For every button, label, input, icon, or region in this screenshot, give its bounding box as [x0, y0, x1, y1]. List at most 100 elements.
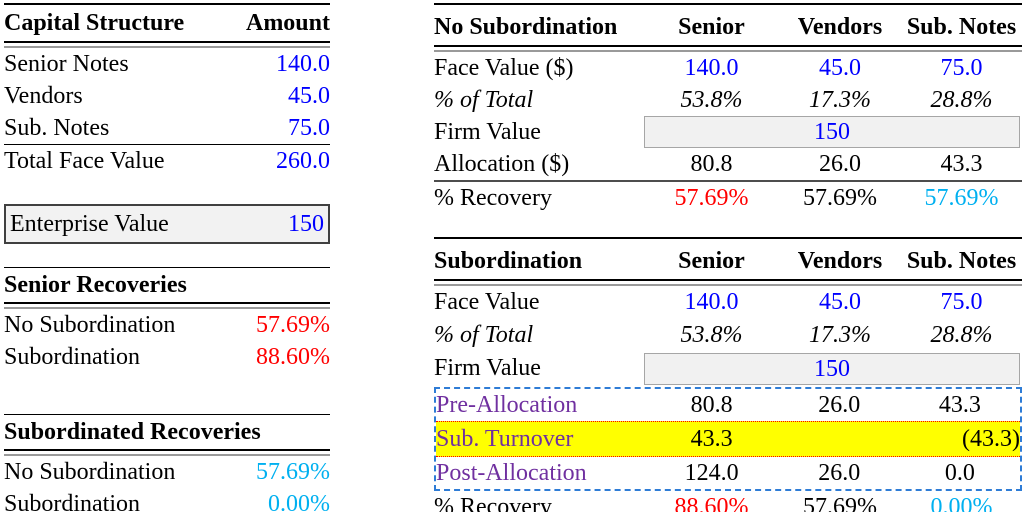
pct-total-sub-notes-cell: 28.8%	[930, 86, 993, 113]
double-rule	[4, 41, 330, 48]
row-label: Sub. Turnover	[436, 425, 574, 452]
table-title: Subordination	[434, 248, 583, 274]
pre-allocation-senior-cell: 80.8	[690, 391, 733, 418]
no-subordination-header-row: No Subordination Senior Vendors Sub. Not…	[434, 5, 1022, 45]
senior-recovery-sub-cell: 88.60%	[256, 343, 330, 370]
top-rule	[4, 3, 330, 5]
table-row-no-subordination: No Subordination 57.69%	[4, 309, 330, 341]
column-header-vendors: Vendors	[797, 248, 883, 274]
row-label: Firm Value	[434, 118, 541, 145]
capital-structure-header: Capital Structure Amount	[4, 5, 330, 41]
top-rule	[434, 237, 1022, 239]
row-label: % of Total	[434, 322, 534, 348]
table-row-subordination: Subordination 88.60%	[4, 341, 330, 373]
senior-recoveries-header: Senior Recoveries	[4, 267, 330, 302]
table-row-subordination: Subordination 0.00%	[4, 488, 330, 512]
recovery-sub-notes-cell: 0.00%	[930, 493, 993, 512]
recovery-senior-cell: 88.60%	[674, 493, 749, 512]
double-rule	[434, 45, 1022, 52]
table-row-pct-of-total: % of Total 53.8% 17.3% 28.8%	[434, 319, 1022, 352]
face-value-senior-cell[interactable]: 140.0	[684, 54, 739, 81]
enterprise-value-label: Enterprise Value	[10, 210, 169, 237]
recovery-senior-cell: 57.69%	[674, 184, 749, 211]
sub-notes-amount-cell[interactable]: 75.0	[288, 114, 330, 141]
pre-allocation-sub-notes-cell: 43.3	[938, 391, 981, 418]
post-allocation-vendors-cell: 26.0	[818, 459, 861, 486]
column-header-vendors: Vendors	[797, 14, 883, 40]
pct-total-vendors-cell: 17.3%	[809, 322, 871, 348]
row-label: No Subordination	[4, 458, 176, 485]
row-label: % Recovery	[434, 184, 552, 211]
column-header-sub-notes: Sub. Notes	[906, 14, 1017, 40]
firm-value-cell[interactable]: 150	[644, 352, 1020, 385]
post-allocation-senior-cell: 124.0	[684, 459, 739, 486]
total-face-value-cell: 260.0	[276, 147, 330, 174]
row-label: Face Value ($)	[434, 54, 574, 81]
row-label: Subordination	[4, 490, 140, 512]
senior-notes-amount-cell[interactable]: 140.0	[276, 50, 330, 77]
sub-turnover-sub-notes-cell: (43.3)	[962, 425, 1020, 452]
row-label: Senior Notes	[4, 50, 129, 77]
section-title: Subordinated Recoveries	[4, 418, 261, 445]
double-rule	[434, 279, 1022, 286]
column-header-sub-notes: Sub. Notes	[906, 248, 1017, 274]
table-row-post-allocation: Post-Allocation 124.0 26.0 0.0	[436, 457, 1020, 489]
face-value-vendors-cell[interactable]: 45.0	[819, 54, 861, 81]
amount-column-header: Amount	[245, 9, 330, 36]
table-title: No Subordination	[434, 14, 618, 40]
allocation-vendors-cell: 26.0	[819, 150, 861, 177]
post-allocation-sub-notes-cell: 0.0	[944, 459, 975, 486]
face-value-sub-notes-cell[interactable]: 75.0	[940, 54, 983, 81]
face-value-vendors-cell[interactable]: 45.0	[819, 289, 861, 315]
capital-structure-panel: Capital Structure Amount Senior Notes 14…	[4, 3, 330, 512]
row-label: Post-Allocation	[436, 459, 587, 486]
subordinated-recoveries-header: Subordinated Recoveries	[4, 414, 330, 449]
table-row-recovery: % Recovery 57.69% 57.69% 57.69%	[434, 180, 1022, 214]
sub-turnover-senior-cell: 43.3	[690, 425, 733, 452]
row-label: Total Face Value	[4, 147, 165, 174]
pct-total-senior-cell: 53.8%	[680, 86, 743, 113]
subordination-table: Subordination Senior Vendors Sub. Notes …	[434, 237, 1022, 512]
row-label: Pre-Allocation	[436, 391, 578, 418]
table-row-firm-value: Firm Value 150	[434, 116, 1022, 148]
table-row-sub-notes: Sub. Notes 75.0	[4, 112, 330, 144]
scenario-tables-panel: No Subordination Senior Vendors Sub. Not…	[434, 3, 1022, 512]
table-row-face-value: Face Value ($) 140.0 45.0 75.0	[434, 52, 1022, 84]
column-header-senior: Senior	[678, 248, 745, 274]
row-label: % of Total	[434, 86, 534, 113]
row-label: No Subordination	[4, 311, 176, 338]
table-row-no-subordination: No Subordination 57.69%	[4, 456, 330, 488]
sub-recovery-sub-cell: 0.00%	[268, 490, 330, 512]
row-label: Allocation ($)	[434, 150, 570, 177]
row-label: Sub. Notes	[4, 114, 110, 141]
double-rule	[4, 302, 330, 309]
enterprise-value-box: Enterprise Value 150	[4, 204, 330, 244]
row-label: Subordination	[4, 343, 140, 370]
pct-total-senior-cell: 53.8%	[680, 322, 743, 348]
row-label: Face Value	[434, 289, 540, 315]
table-row-senior-notes: Senior Notes 140.0	[4, 48, 330, 80]
recovery-sub-notes-cell: 57.69%	[924, 184, 999, 211]
senior-recovery-no-sub-cell: 57.69%	[256, 311, 330, 338]
table-row-face-value: Face Value 140.0 45.0 75.0	[434, 286, 1022, 319]
table-row-allocation: Allocation ($) 80.8 26.0 43.3	[434, 148, 1022, 180]
table-row-recovery: % Recovery 88.60% 57.69% 0.00%	[434, 491, 1022, 512]
recovery-vendors-cell: 57.69%	[803, 184, 877, 211]
double-rule	[4, 449, 330, 456]
vendors-amount-cell[interactable]: 45.0	[288, 82, 330, 109]
sub-recovery-no-sub-cell: 57.69%	[256, 458, 330, 485]
row-label: % Recovery	[434, 493, 552, 512]
enterprise-value-cell[interactable]: 150	[288, 210, 324, 237]
face-value-sub-notes-cell[interactable]: 75.0	[940, 289, 983, 315]
firm-value-cell[interactable]: 150	[644, 116, 1020, 148]
recovery-vendors-cell: 57.69%	[803, 493, 877, 512]
top-rule	[434, 3, 1022, 5]
pct-total-sub-notes-cell: 28.8%	[930, 322, 993, 348]
capital-structure-title: Capital Structure	[4, 9, 185, 36]
face-value-senior-cell[interactable]: 140.0	[684, 289, 739, 315]
table-row-pre-allocation: Pre-Allocation 80.8 26.0 43.3	[436, 389, 1020, 421]
allocation-sub-notes-cell: 43.3	[940, 150, 983, 177]
table-row-firm-value: Firm Value 150	[434, 352, 1022, 385]
row-label: Vendors	[4, 82, 83, 109]
